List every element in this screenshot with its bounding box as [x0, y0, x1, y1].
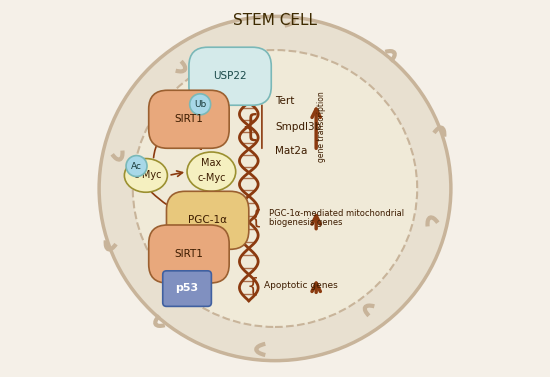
Text: Ub: Ub — [194, 100, 206, 109]
Text: Mat2a: Mat2a — [275, 146, 307, 156]
Text: Smpdl3b: Smpdl3b — [275, 122, 321, 132]
Text: {: { — [250, 209, 262, 228]
Text: {: { — [241, 112, 260, 141]
FancyBboxPatch shape — [167, 191, 249, 249]
Text: Apoptotic genes: Apoptotic genes — [264, 281, 338, 290]
FancyBboxPatch shape — [189, 47, 271, 105]
Text: c-Myc: c-Myc — [134, 170, 162, 181]
FancyBboxPatch shape — [148, 225, 229, 283]
Ellipse shape — [133, 50, 417, 327]
Text: gene transcription: gene transcription — [317, 91, 326, 162]
FancyBboxPatch shape — [148, 90, 229, 148]
Text: PGC-1α-mediated mitochondrial: PGC-1α-mediated mitochondrial — [270, 210, 404, 218]
Circle shape — [190, 94, 211, 115]
Text: {: { — [247, 276, 259, 295]
Text: Max: Max — [201, 158, 222, 169]
Ellipse shape — [124, 159, 167, 192]
Text: PGC-1α: PGC-1α — [188, 215, 227, 225]
Text: USP22: USP22 — [213, 71, 247, 81]
Ellipse shape — [99, 16, 451, 361]
Text: Ac: Ac — [131, 162, 142, 170]
Ellipse shape — [187, 152, 236, 191]
Text: SIRT1: SIRT1 — [174, 249, 204, 259]
Text: SIRT1: SIRT1 — [174, 114, 204, 124]
Circle shape — [126, 156, 147, 176]
Text: Tert: Tert — [275, 95, 294, 106]
Text: biogenesis genes: biogenesis genes — [270, 218, 343, 227]
Text: c-Myc: c-Myc — [197, 173, 226, 183]
Text: p53: p53 — [175, 283, 199, 293]
Text: STEM CELL: STEM CELL — [233, 12, 317, 28]
FancyBboxPatch shape — [163, 271, 211, 307]
